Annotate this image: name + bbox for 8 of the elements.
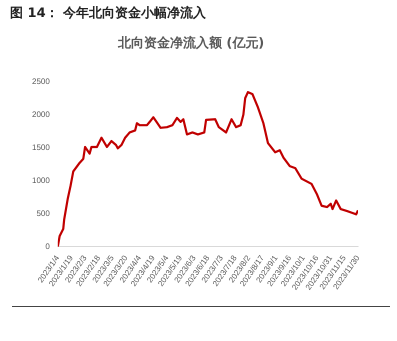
chart-title: 图 14： 今年北向资金小幅净流入 bbox=[10, 4, 206, 22]
y-tick-label: 2500 bbox=[32, 76, 50, 86]
chart-subtitle: 北向资金净流入额 (亿元) bbox=[116, 35, 264, 52]
y-tick-label: 1000 bbox=[32, 176, 50, 185]
y-tick-label: 500 bbox=[36, 208, 50, 218]
y-tick-label: 0 bbox=[45, 242, 50, 251]
y-tick-label: 2000 bbox=[32, 110, 50, 119]
y-tick-label: 1500 bbox=[32, 142, 50, 152]
